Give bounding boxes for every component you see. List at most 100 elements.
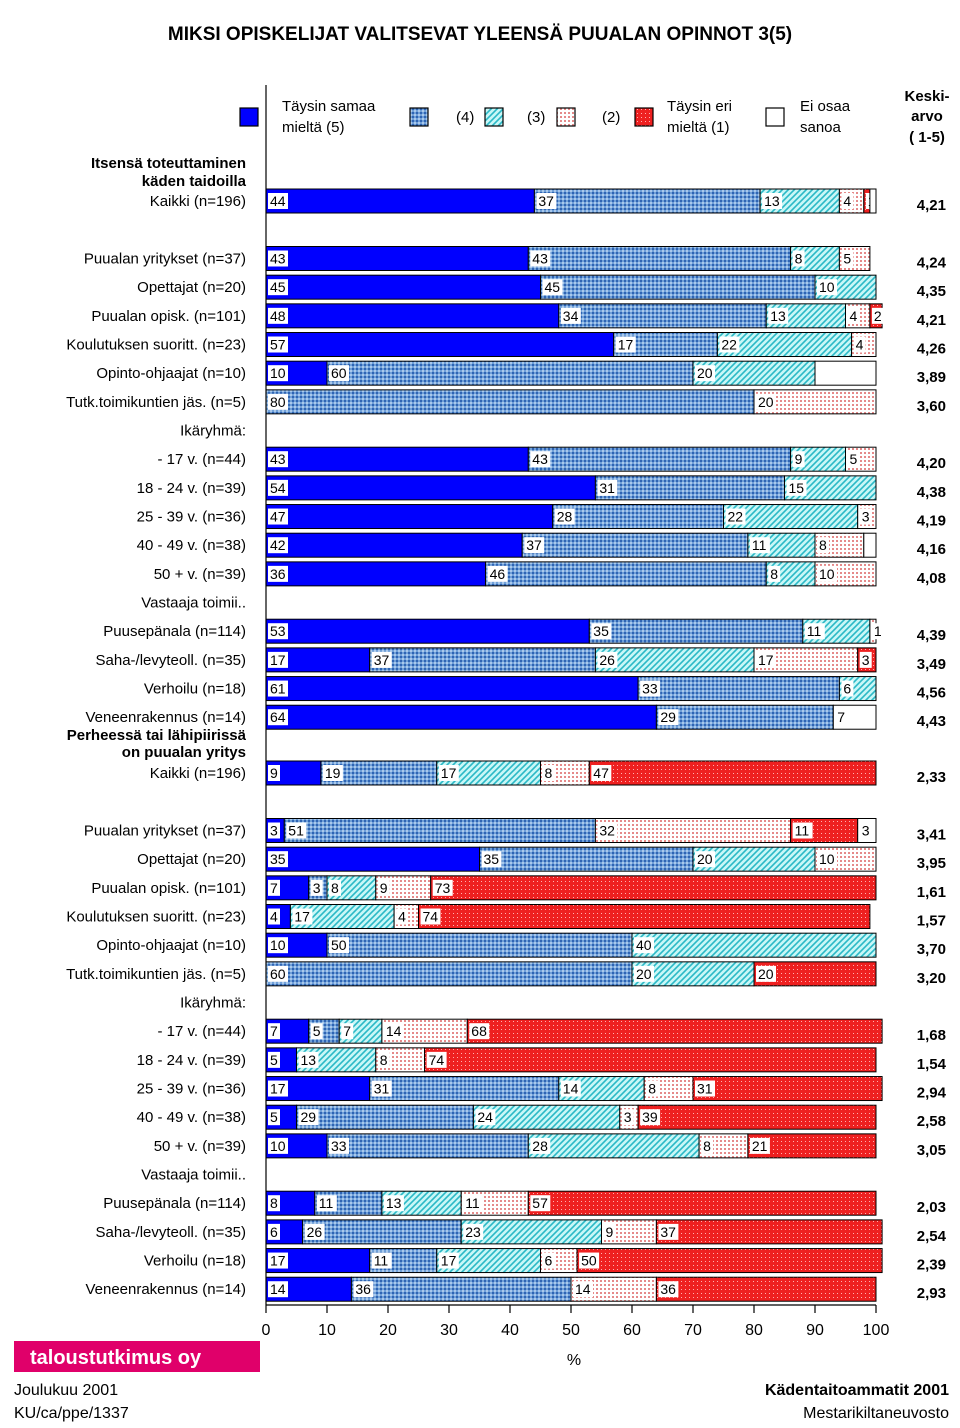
data-label: 50	[331, 937, 347, 953]
data-label: 22	[721, 337, 737, 353]
data-label: 68	[471, 1023, 487, 1039]
legend-label-c0: sanoa	[800, 119, 842, 136]
data-label-background	[426, 1051, 447, 1068]
data-label: 74	[429, 1052, 445, 1068]
data-label: 6	[843, 681, 851, 697]
data-label: 17	[294, 909, 310, 925]
group-row: Ikäryhmä:	[180, 423, 246, 440]
data-label-background	[268, 1051, 280, 1068]
data-label-background	[536, 193, 557, 209]
row-label: Puualan opisk. (n=101)	[91, 308, 246, 325]
mean-value: 2,93	[917, 1285, 946, 1302]
data-label: 33	[331, 1138, 347, 1154]
bar-segment-c1	[527, 1190, 877, 1216]
row-label: Opettajat (n=20)	[137, 851, 246, 868]
bar-segment-c1	[424, 1047, 877, 1073]
data-label-background	[621, 1109, 634, 1126]
data-label: 20	[758, 394, 774, 410]
mean-value: 4,19	[917, 513, 946, 530]
data-label-background	[268, 1195, 280, 1212]
data-label: 47	[270, 509, 286, 525]
bar-segment-c4	[369, 1076, 560, 1102]
bar-segment-c4	[521, 532, 749, 558]
bar-row: Saha-/levyteoll. (n=35) 17 37 26 17 3 3,49	[96, 647, 946, 673]
data-label-background	[768, 307, 789, 324]
mean-header-line2: arvo	[911, 108, 943, 125]
data-label-background	[481, 851, 502, 868]
data-label-background	[268, 709, 288, 726]
bar-row: Puualan opisk. (n=101) 7 3 8 9 73 1,61	[91, 875, 946, 901]
mean-value: 4,20	[917, 455, 946, 472]
data-label-background	[268, 250, 288, 267]
data-label-background	[487, 565, 508, 582]
bar-row: Saha-/levyteoll. (n=35) 6 26 23 9 37 2,54	[96, 1219, 947, 1245]
data-label: 9	[795, 451, 803, 467]
data-label: 5	[270, 1052, 278, 1068]
data-label-background	[329, 937, 349, 954]
data-label: 42	[270, 537, 286, 553]
data-label: 10	[819, 566, 835, 582]
data-label-background	[859, 822, 872, 839]
bar-segment-c5	[265, 246, 529, 271]
data-label: 51	[288, 823, 304, 839]
bar-segment-c4	[369, 647, 596, 673]
data-label: 10	[270, 937, 286, 953]
data-label-background	[298, 1051, 319, 1068]
data-label: 36	[270, 566, 286, 582]
bar-segment-c4	[479, 846, 694, 872]
mean-header-line3: ( 1-5)	[909, 129, 945, 146]
data-label-background	[817, 279, 837, 296]
bar-segment-c3	[594, 647, 755, 673]
data-label: 11	[795, 823, 810, 839]
data-label-background	[432, 879, 453, 896]
bar-row: Veneenrakennus (n=14) 14 36 14 36 2,93	[85, 1276, 946, 1302]
bar-row: 50 + v. (n=39) 36 46 8 10 4,08	[154, 561, 946, 587]
bar-segment-c5	[265, 475, 596, 501]
bar-row: Puusepänala (n=114) 8 11 13 11 57 2,03	[103, 1190, 946, 1216]
data-label: 37	[538, 193, 554, 209]
bar-row: Puualan yritykset (n=37) 3 51 32 11 3 3,41	[84, 818, 946, 844]
data-label: 47	[593, 765, 609, 781]
bar-segment-c2	[594, 818, 792, 843]
data-label-background	[554, 508, 575, 525]
data-label-background	[841, 193, 854, 209]
bar-row: Veneenrakennus (n=14) 64 29 7 4,43	[85, 704, 946, 730]
mean-value: 1,57	[917, 913, 946, 930]
data-label: 13	[386, 1195, 402, 1211]
data-label: 10	[819, 851, 835, 867]
bar-segment-c0	[869, 188, 877, 214]
footer-right-sub: Mestarikiltaneuvosto	[803, 1405, 949, 1422]
row-label: Koulutuksen suoritt. (n=23)	[66, 909, 246, 926]
data-label-background	[542, 765, 555, 781]
x-tick-label: 10	[318, 1322, 336, 1339]
data-label: 26	[307, 1224, 323, 1240]
data-label-background	[316, 1195, 337, 1212]
bar-row: Verhoilu (n=18) 17 11 17 6 50 2,39	[144, 1248, 946, 1274]
mean-value: 2,39	[917, 1257, 946, 1274]
data-label-background	[530, 1137, 551, 1154]
data-label-background	[463, 1195, 484, 1212]
data-label-background	[371, 1080, 392, 1097]
bar-segment-c1	[637, 1104, 877, 1130]
data-label: 14	[270, 1281, 286, 1297]
mean-value: 4,21	[917, 312, 946, 329]
data-label-background	[353, 1281, 374, 1298]
data-label: 11	[374, 1253, 389, 1269]
mean-value: 4,38	[917, 484, 946, 501]
row-label: Kaikki (n=196)	[150, 765, 246, 782]
data-label: 13	[301, 1052, 317, 1068]
data-label: 45	[270, 279, 286, 295]
data-label: 54	[270, 480, 286, 496]
data-label: 11	[465, 1195, 480, 1211]
data-label: 8	[648, 1081, 656, 1097]
data-label: 3	[313, 880, 321, 896]
bar-row: Opinto-ohjaajat (n=10) 10 50 40 3,70	[96, 932, 946, 958]
data-label-background	[579, 1252, 600, 1269]
data-label: 11	[752, 537, 767, 553]
data-label: 37	[526, 537, 542, 553]
data-label: 33	[642, 681, 658, 697]
legend-swatch-c4	[409, 107, 429, 127]
mean-value: 4,39	[917, 627, 946, 644]
data-label-background	[701, 1137, 714, 1154]
